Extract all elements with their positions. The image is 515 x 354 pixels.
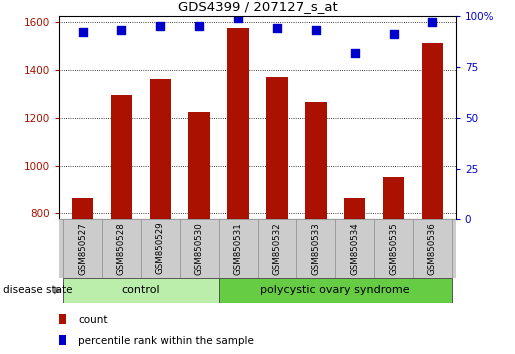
Bar: [188, 112, 210, 219]
Bar: [150, 79, 171, 219]
Text: GSM850527: GSM850527: [78, 222, 87, 275]
Text: GSM850536: GSM850536: [428, 222, 437, 275]
Bar: [227, 28, 249, 219]
Point: [428, 19, 437, 25]
Text: GSM850532: GSM850532: [272, 222, 281, 275]
Bar: [72, 198, 93, 219]
Bar: [305, 102, 327, 219]
Text: GSM850529: GSM850529: [156, 222, 165, 274]
Title: GDS4399 / 207127_s_at: GDS4399 / 207127_s_at: [178, 0, 337, 13]
Point: [195, 23, 203, 29]
Text: count: count: [78, 315, 108, 325]
Text: polycystic ovary syndrome: polycystic ovary syndrome: [261, 285, 410, 295]
Point: [351, 50, 359, 56]
Text: GSM850531: GSM850531: [234, 222, 243, 275]
Text: GSM850535: GSM850535: [389, 222, 398, 275]
Point: [234, 15, 242, 21]
Bar: [59, 335, 66, 346]
Point: [312, 27, 320, 33]
Text: GSM850530: GSM850530: [195, 222, 204, 275]
Bar: [219, 278, 452, 303]
Bar: [59, 314, 66, 324]
Text: GSM850528: GSM850528: [117, 222, 126, 275]
Bar: [266, 77, 288, 219]
Text: disease state: disease state: [3, 285, 72, 295]
Point: [78, 29, 87, 35]
Point: [389, 32, 398, 37]
Bar: [63, 278, 219, 303]
Bar: [344, 198, 365, 219]
Text: control: control: [122, 285, 160, 295]
Bar: [383, 177, 404, 219]
Point: [273, 25, 281, 31]
Point: [156, 23, 164, 29]
Bar: [111, 95, 132, 219]
Text: GSM850533: GSM850533: [311, 222, 320, 275]
Point: [117, 27, 126, 33]
Text: GSM850534: GSM850534: [350, 222, 359, 275]
Text: percentile rank within the sample: percentile rank within the sample: [78, 336, 254, 346]
Bar: [422, 44, 443, 219]
Polygon shape: [54, 286, 61, 295]
